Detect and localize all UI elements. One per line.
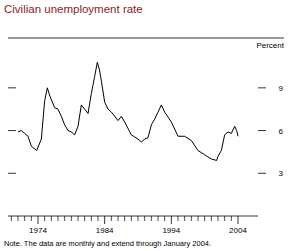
x-minor-tick bbox=[51, 216, 52, 221]
x-minor-tick bbox=[158, 216, 159, 221]
x-tick-label: 1984 bbox=[96, 226, 114, 235]
line-series bbox=[18, 62, 238, 160]
x-tick-label: 2004 bbox=[229, 226, 247, 235]
y-tick-left bbox=[8, 87, 16, 88]
y-tick-label: 6 bbox=[279, 127, 284, 136]
x-axis bbox=[8, 216, 258, 217]
y-tick-left bbox=[8, 130, 16, 131]
x-minor-tick bbox=[204, 216, 205, 221]
x-minor-tick bbox=[144, 216, 145, 221]
x-minor-tick bbox=[98, 216, 99, 221]
x-tick-label: 1994 bbox=[162, 226, 180, 235]
y-tick-label: 9 bbox=[279, 84, 284, 93]
y-tick-right bbox=[258, 130, 266, 131]
x-minor-tick bbox=[124, 216, 125, 221]
x-minor-tick bbox=[44, 216, 45, 221]
x-tick-label: 1974 bbox=[29, 226, 47, 235]
x-tick bbox=[171, 216, 172, 224]
x-minor-tick bbox=[218, 216, 219, 221]
x-minor-tick bbox=[58, 216, 59, 221]
chart: Civilian unemployment rate Percent 3 6 9 1974… bbox=[0, 0, 298, 251]
x-minor-tick bbox=[84, 216, 85, 221]
x-minor-tick bbox=[231, 216, 232, 221]
x-minor-tick bbox=[11, 216, 12, 221]
y-label: Percent bbox=[256, 41, 284, 50]
x-minor-tick bbox=[24, 216, 25, 221]
frame-top bbox=[8, 38, 284, 39]
plot-area bbox=[18, 62, 238, 160]
x-tick bbox=[38, 216, 39, 224]
x-minor-tick bbox=[198, 216, 199, 221]
x-minor-tick bbox=[118, 216, 119, 221]
y-tick-label: 3 bbox=[279, 169, 284, 178]
x-minor-tick bbox=[111, 216, 112, 221]
x-minor-tick bbox=[224, 216, 225, 221]
y-tick-left bbox=[8, 173, 16, 174]
x-minor-tick bbox=[31, 216, 32, 221]
y-tick-right bbox=[258, 173, 266, 174]
x-minor-tick bbox=[131, 216, 132, 221]
x-minor-tick bbox=[164, 216, 165, 221]
x-tick bbox=[238, 216, 239, 224]
x-tick bbox=[104, 216, 105, 224]
x-minor-tick bbox=[211, 216, 212, 221]
x-minor-tick bbox=[191, 216, 192, 221]
x-minor-tick bbox=[91, 216, 92, 221]
x-minor-tick bbox=[64, 216, 65, 221]
x-minor-tick bbox=[151, 216, 152, 221]
note: Note. The data are monthly and extend th… bbox=[4, 239, 211, 248]
y-tick-right bbox=[258, 87, 266, 88]
x-minor-tick bbox=[138, 216, 139, 221]
x-minor-tick bbox=[18, 216, 19, 221]
x-minor-tick bbox=[78, 216, 79, 221]
title: Civilian unemployment rate bbox=[4, 3, 143, 15]
x-minor-tick bbox=[184, 216, 185, 221]
x-minor-tick bbox=[178, 216, 179, 221]
x-minor-tick bbox=[71, 216, 72, 221]
